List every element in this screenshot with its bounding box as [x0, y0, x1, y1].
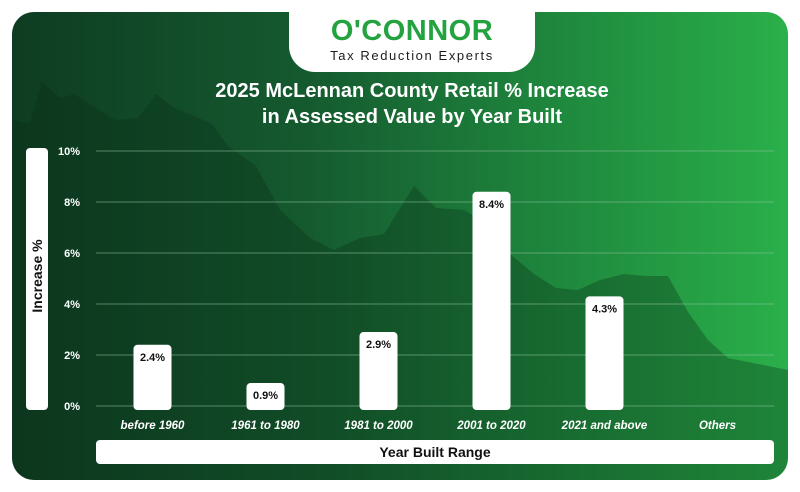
y-tick-label: 2% [64, 350, 80, 362]
data-label: 8.4% [479, 199, 504, 211]
bar [246, 383, 285, 410]
data-label: 0.9% [253, 390, 278, 402]
x-axis-label: Year Built Range [379, 444, 491, 460]
bar-chart: 0% 2% 4% 6% 8% 10% 2.4% 0.9% 2.9% 8.4% 4.3% befor… [58, 146, 774, 432]
bar [359, 332, 398, 410]
x-axis-label-pill: Year Built Range [96, 440, 774, 464]
brand-tagline: Tax Reduction Experts [330, 48, 494, 63]
x-tick-label: 2021 and above [561, 420, 648, 432]
y-tick-label: 4% [64, 299, 80, 311]
infographic-card: O'CONNOR Tax Reduction Experts 2025 McLe… [12, 12, 788, 480]
x-tick-label: Others [699, 420, 736, 432]
y-tick-label: 6% [64, 248, 80, 260]
x-tick-label: 2001 to 2020 [456, 420, 526, 432]
y-tick-label: 8% [64, 197, 80, 209]
y-tick-label: 10% [58, 146, 80, 158]
brand-name: O'CONNOR [330, 15, 494, 47]
x-tick-labels: before 1960 1961 to 1980 1981 to 2000 2001 … [121, 420, 737, 432]
chart-title: 2025 McLennan County Retail % Increase i… [132, 78, 692, 130]
data-label: 2.4% [140, 352, 165, 364]
data-label: 4.3% [592, 303, 617, 315]
y-axis-label-pill: Increase % [26, 148, 48, 410]
chart-title-line-1: 2025 McLennan County Retail % Increase [215, 80, 609, 102]
bar [585, 296, 624, 410]
y-tick-label: 0% [64, 401, 80, 413]
grid-lines [96, 150, 774, 407]
x-tick-label: 1961 to 1980 [231, 420, 300, 432]
x-tick-label: before 1960 [121, 420, 186, 432]
x-tick-label: 1981 to 2000 [344, 420, 413, 432]
bars: 2.4% 0.9% 2.9% 8.4% 4.3% [133, 191, 624, 410]
data-label: 2.9% [366, 339, 391, 351]
y-tick-labels: 0% 2% 4% 6% 8% 10% [58, 146, 80, 413]
chart-title-line-2: in Assessed Value by Year Built [261, 106, 563, 128]
bar [472, 191, 511, 410]
logo-tab: O'CONNOR Tax Reduction Experts [289, 12, 535, 72]
bar [133, 344, 172, 410]
